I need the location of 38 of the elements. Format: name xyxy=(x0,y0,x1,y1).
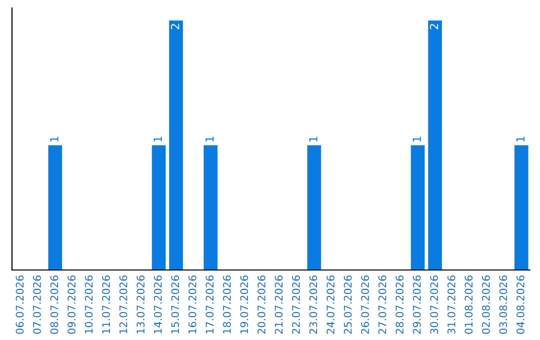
x-tick-label: 07.07.2026 xyxy=(33,276,41,334)
x-tick-label: 21.07.2026 xyxy=(274,276,283,334)
x-tick-label: 15.07.2026 xyxy=(171,276,180,334)
x-tick-label: 23.07.2026 xyxy=(309,276,318,334)
x-tick-label: 19.07.2026 xyxy=(240,276,248,334)
x-tick-label: 27.07.2026 xyxy=(378,276,386,334)
x-tick-label: 29.07.2026 xyxy=(412,276,421,334)
x-tick-label: 25.07.2026 xyxy=(344,276,352,334)
x-tick-label: 26.07.2026 xyxy=(361,276,369,334)
data-label: 2 xyxy=(430,24,438,30)
x-tick-label: 12.07.2026 xyxy=(119,276,128,334)
x-tick-label: 30.07.2026 xyxy=(430,276,438,334)
data-label: 1 xyxy=(516,136,524,142)
x-tick-label: 16.07.2026 xyxy=(188,276,196,334)
x-tick-label: 06.07.2026 xyxy=(16,276,24,334)
x-tick-label: 14.07.2026 xyxy=(154,276,162,334)
data-label: 1 xyxy=(50,136,58,142)
x-tick-label: 09.07.2026 xyxy=(68,276,76,334)
data-label: 1 xyxy=(309,136,318,142)
x-tick-label: 17.07.2026 xyxy=(206,276,214,334)
x-tick-label: 20.07.2026 xyxy=(258,276,266,334)
x-tick-label: 11.07.2026 xyxy=(102,276,110,334)
x-tick-label: 18.07.2026 xyxy=(222,276,231,334)
x-tick-label: 31.07.2026 xyxy=(447,276,456,334)
x-tick-label: 10.07.2026 xyxy=(84,276,93,334)
x-tick-label: 28.07.2026 xyxy=(396,276,404,334)
x-tick-label: 03.08.2026 xyxy=(499,276,508,334)
data-label: 1 xyxy=(206,136,214,142)
data-label: 2 xyxy=(170,24,180,30)
x-tick-label: 22.07.2026 xyxy=(292,276,300,334)
data-label: 1 xyxy=(412,136,421,142)
x-tick-label: 04.08.2026 xyxy=(516,276,524,334)
data-label: 1 xyxy=(154,136,162,142)
x-tick-label: 02.08.2026 xyxy=(482,276,490,334)
x-tick-label: 24.07.2026 xyxy=(326,276,334,334)
x-tick-label: 08.07.2026 xyxy=(50,276,58,334)
x-tick-label: 13.07.2026 xyxy=(136,276,145,334)
x-tick-label: 01.08.2026 xyxy=(464,276,473,334)
